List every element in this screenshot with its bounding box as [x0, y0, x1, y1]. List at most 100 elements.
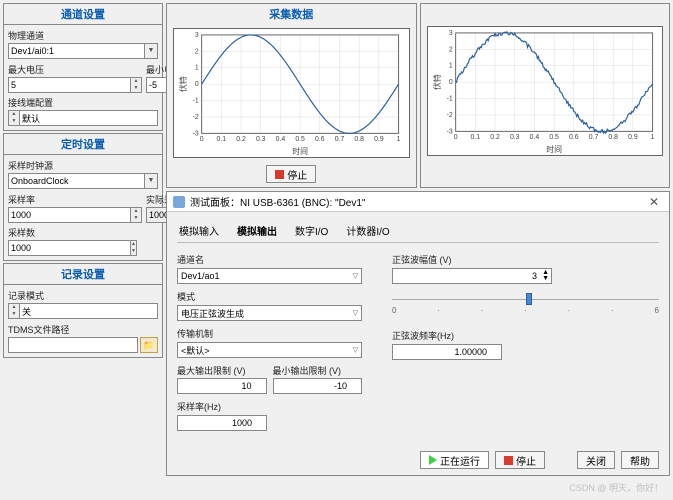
rate-label: 采样率 — [8, 193, 142, 206]
svg-text:-3: -3 — [446, 128, 452, 135]
dlg-amp-input[interactable]: 3▲▼ — [392, 268, 552, 284]
svg-text:1: 1 — [397, 136, 401, 143]
clk-src-label: 采样时钟源 — [8, 159, 158, 172]
panel-title: 通道设置 — [4, 4, 162, 25]
term-config-input[interactable] — [19, 110, 158, 126]
svg-text:0.9: 0.9 — [374, 136, 384, 143]
dlg-rate-input[interactable]: 1000 — [177, 415, 267, 431]
samples-input[interactable] — [8, 240, 131, 256]
dlg-max-label: 最大输出限制 (V) — [177, 364, 267, 377]
tdms-path-label: TDMS文件路径 — [8, 323, 158, 336]
term-config-label: 接线端配置 — [8, 96, 158, 109]
chart-title: 采集数据 — [167, 4, 416, 24]
panel-title: 记录设置 — [4, 264, 162, 285]
clk-src-input[interactable] — [8, 173, 145, 189]
svg-text:3: 3 — [195, 32, 199, 39]
svg-text:时间: 时间 — [292, 146, 308, 156]
stop-acquisition-button[interactable]: 停止 — [266, 165, 316, 183]
dialog-title: 测试面板：NI USB-6361 (BNC): "Dev1" — [190, 194, 365, 209]
chevron-down-icon: ▽ — [353, 309, 358, 317]
svg-text:1: 1 — [195, 65, 199, 72]
dlg-mode-label: 模式 — [177, 290, 362, 303]
chevron-down-icon: ▽ — [353, 272, 358, 280]
svg-text:2: 2 — [448, 46, 452, 53]
slider-thumb[interactable] — [526, 293, 532, 305]
dlg-freq-input[interactable]: 1.00000 — [392, 344, 502, 360]
phys-channel-input[interactable] — [8, 43, 145, 59]
svg-text:0: 0 — [453, 134, 457, 141]
svg-text:0.6: 0.6 — [569, 134, 579, 141]
dlg-mode-select[interactable]: 电压正弦波生成▽ — [177, 305, 362, 321]
svg-text:1: 1 — [650, 134, 654, 141]
svg-text:0.1: 0.1 — [470, 134, 480, 141]
dlg-help-button[interactable]: 帮助 — [621, 451, 659, 469]
stop-icon — [504, 456, 513, 465]
rate-input[interactable] — [8, 207, 131, 223]
chevron-down-icon: ▽ — [353, 346, 358, 354]
tab-analog-in[interactable]: 模拟输入 — [177, 220, 221, 243]
acquisition-chart-panel-2: -3-2-1012300.10.20.30.40.50.60.70.80.91时… — [420, 3, 671, 188]
svg-text:0: 0 — [200, 136, 204, 143]
svg-text:0.4: 0.4 — [529, 134, 539, 141]
svg-text:时间: 时间 — [546, 144, 562, 154]
svg-text:0.5: 0.5 — [549, 134, 559, 141]
svg-text:0: 0 — [195, 81, 199, 88]
spinner-icon[interactable]: ▲▼ — [130, 207, 142, 223]
phys-channel-label: 物理通道 — [8, 29, 158, 42]
acquisition-chart-panel: 采集数据 -3-2-1012300.10.20.30.40.50.60.70.8… — [166, 3, 417, 188]
timing-settings-panel: 定时设置 采样时钟源 ▼ 采样率 ▲▼ 实际采样率 采样数 ▲▼ — [3, 133, 163, 261]
watermark: CSDN @ 明天，你好！ — [569, 481, 663, 494]
amplitude-slider[interactable] — [392, 290, 659, 308]
play-icon — [429, 455, 437, 465]
dlg-min-input[interactable]: -10 — [273, 378, 363, 394]
svg-text:0.1: 0.1 — [217, 136, 227, 143]
dlg-amp-label: 正弦波幅值 (V) — [392, 253, 552, 266]
svg-text:-2: -2 — [193, 114, 199, 121]
dropdown-icon[interactable]: ▼ — [144, 173, 158, 189]
dlg-xfer-label: 传输机制 — [177, 327, 362, 340]
dlg-max-input[interactable]: 10 — [177, 378, 267, 394]
svg-text:-1: -1 — [446, 96, 452, 103]
stop-label: 停止 — [287, 167, 307, 182]
test-panel-dialog: 测试面板：NI USB-6361 (BNC): "Dev1" ✕ 模拟输入 模拟… — [166, 191, 670, 476]
svg-text:-1: -1 — [193, 98, 199, 105]
svg-text:0.8: 0.8 — [354, 136, 364, 143]
dialog-tabs: 模拟输入 模拟输出 数字I/O 计数器I/O — [177, 220, 659, 243]
close-icon[interactable]: ✕ — [645, 195, 663, 209]
dlg-xfer-select[interactable]: <默认>▽ — [177, 342, 362, 358]
channel-settings-panel: 通道设置 物理通道 ▼ 最大电压 ▲▼ 最小电压 ▲▼ 接线端配置 ▲▼ — [3, 3, 163, 131]
spinner-icon[interactable]: ▲▼ — [130, 240, 137, 256]
svg-text:3: 3 — [448, 30, 452, 37]
dropdown-icon[interactable]: ▼ — [144, 43, 158, 59]
svg-text:0.8: 0.8 — [608, 134, 618, 141]
record-mode-label: 记录模式 — [8, 289, 158, 302]
samples-label: 采样数 — [8, 226, 158, 239]
dialog-icon — [173, 196, 185, 208]
tab-digital-io[interactable]: 数字I/O — [293, 220, 330, 243]
dlg-ch-label: 通道名 — [177, 253, 362, 266]
svg-text:-2: -2 — [446, 112, 452, 119]
dlg-close-button[interactable]: 关闭 — [577, 451, 615, 469]
tdms-path-input[interactable] — [8, 337, 138, 353]
tab-analog-out[interactable]: 模拟输出 — [235, 220, 279, 243]
panel-title: 定时设置 — [4, 134, 162, 155]
svg-text:2: 2 — [195, 48, 199, 55]
svg-text:-3: -3 — [193, 130, 199, 137]
svg-text:0.5: 0.5 — [295, 136, 305, 143]
svg-text:0.7: 0.7 — [335, 136, 345, 143]
svg-text:0.9: 0.9 — [628, 134, 638, 141]
spinner-icon[interactable]: ▲▼ — [542, 270, 549, 282]
svg-text:0.4: 0.4 — [276, 136, 286, 143]
svg-text:0.6: 0.6 — [315, 136, 325, 143]
dlg-min-label: 最小输出限制 (V) — [273, 364, 363, 377]
max-v-input[interactable] — [8, 77, 131, 93]
dlg-stop-button[interactable]: 停止 — [495, 451, 545, 469]
dlg-ch-select[interactable]: Dev1/ao1▽ — [177, 268, 362, 284]
svg-text:0.3: 0.3 — [256, 136, 266, 143]
record-mode-input[interactable] — [19, 303, 158, 319]
spinner-icon[interactable]: ▲▼ — [130, 77, 142, 93]
browse-folder-icon[interactable]: 📁 — [140, 337, 158, 353]
svg-text:0: 0 — [448, 79, 452, 86]
tab-counter-io[interactable]: 计数器I/O — [344, 220, 391, 243]
dlg-rate-label: 采样率(Hz) — [177, 400, 267, 413]
